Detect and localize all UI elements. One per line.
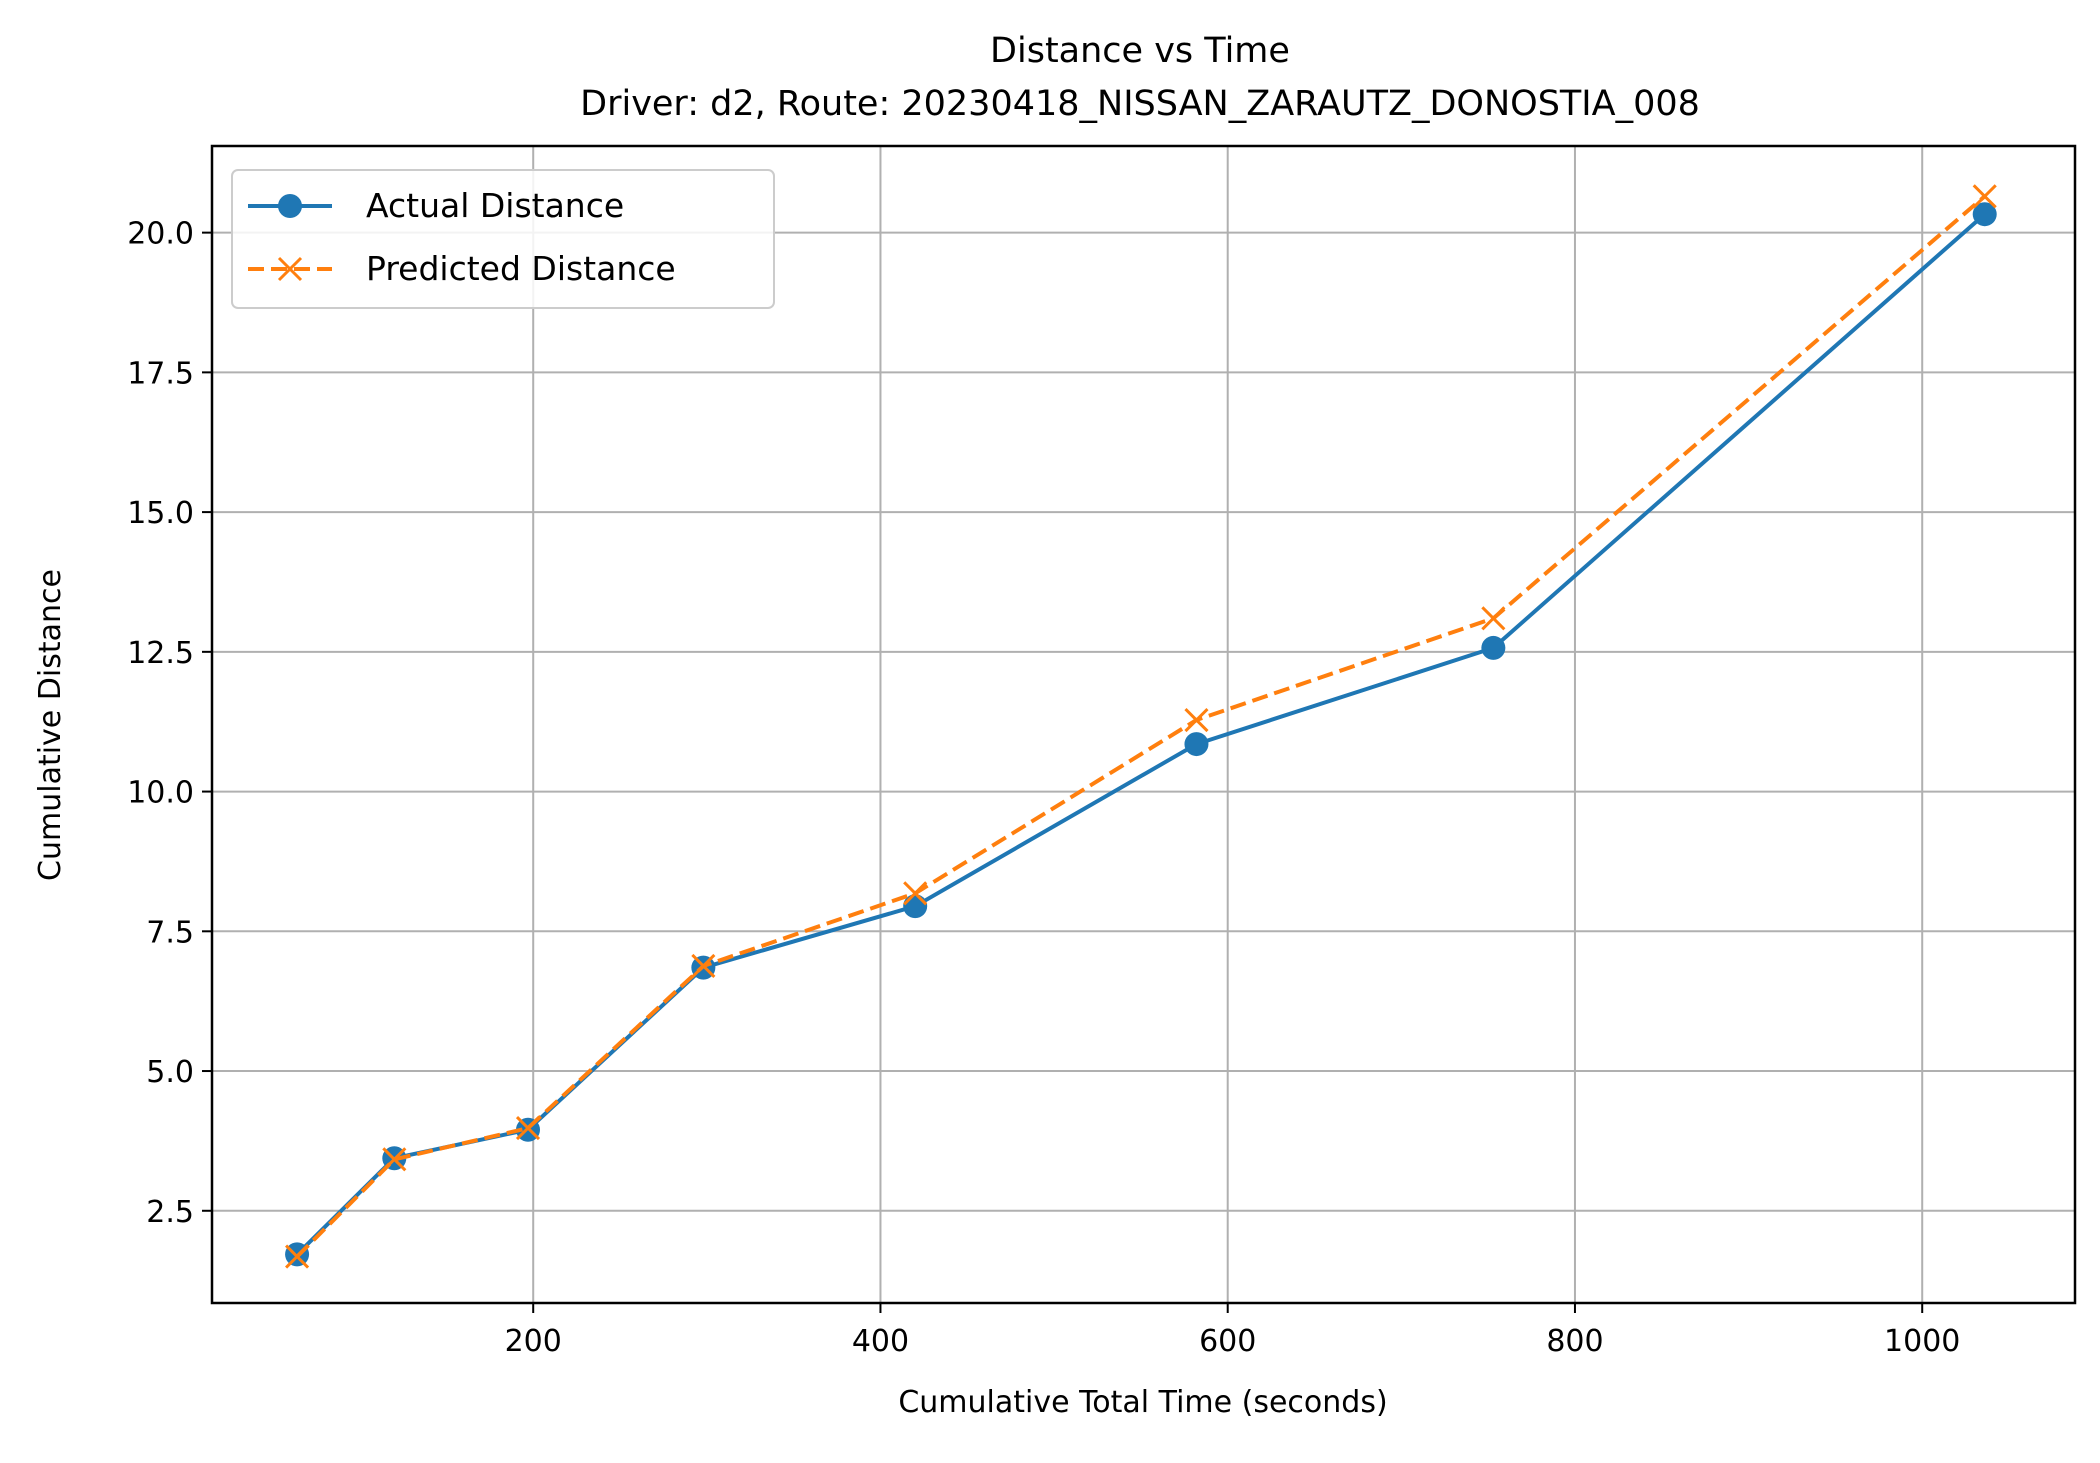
chart-subtitle: Driver: d2, Route: 20230418_NISSAN_ZARAU… (580, 84, 1700, 124)
marker-stroke (903, 881, 928, 906)
data-point (691, 953, 716, 979)
data-point (515, 1115, 541, 1141)
data-point (1972, 202, 1997, 227)
data-point (1481, 606, 1506, 631)
marker-stroke (277, 256, 303, 282)
data-point (903, 881, 928, 906)
series-layer (285, 184, 1997, 1269)
y-tick-label: 5.0 (146, 1055, 194, 1090)
marker-stroke (515, 1115, 541, 1141)
y-tick-label: 17.5 (127, 356, 194, 391)
legend-marker (278, 194, 302, 218)
legend-box (231, 169, 775, 309)
data-point (1184, 707, 1209, 733)
plot-frame (210, 144, 2077, 1305)
y-tick-label: 15.0 (127, 496, 194, 531)
data-point (1184, 732, 1209, 757)
y-tick-label: 7.5 (146, 915, 194, 950)
y-tick-label: 2.5 (146, 1195, 194, 1230)
x-tick-label: 200 (505, 1324, 562, 1359)
data-point (1481, 635, 1506, 660)
x-tick-label: 600 (1199, 1324, 1256, 1359)
series-predicted-distance (285, 184, 1997, 1269)
chart-title: Distance vs Time (990, 31, 1290, 71)
legend-label: Actual Distance (366, 186, 624, 225)
legend: Actual Distance Predicted Distance (231, 169, 775, 309)
y-tick-label: 10.0 (127, 776, 194, 811)
x-axis-label: Cumulative Total Time (seconds) (898, 1385, 1387, 1420)
y-tick-label: 20.0 (127, 217, 194, 252)
legend-label: Predicted Distance (366, 249, 676, 288)
grid (212, 146, 2075, 1303)
marker-stroke (285, 1244, 310, 1269)
x-tick-label: 400 (852, 1324, 909, 1359)
data-point (285, 1244, 310, 1269)
marker-stroke (691, 953, 716, 979)
y-axis-label: Cumulative Distance (33, 569, 68, 881)
data-point (1972, 184, 1997, 209)
x-tick-label: 800 (1546, 1324, 1603, 1359)
series-line (295, 194, 1987, 1259)
ticks: 200 400 600 800 1000 2.5 5.0 7.5 10.0 12.5 15.0 17.… (127, 217, 1960, 1359)
marker-stroke (382, 1147, 407, 1172)
marker-stroke (1972, 184, 1997, 209)
data-point (382, 1147, 407, 1172)
legend-marker (277, 256, 303, 282)
marker-stroke (1481, 606, 1506, 631)
marker-stroke (1184, 707, 1209, 733)
y-tick-label: 12.5 (127, 636, 194, 671)
x-tick-label: 1000 (1884, 1324, 1960, 1359)
series-line (295, 212, 1987, 1256)
